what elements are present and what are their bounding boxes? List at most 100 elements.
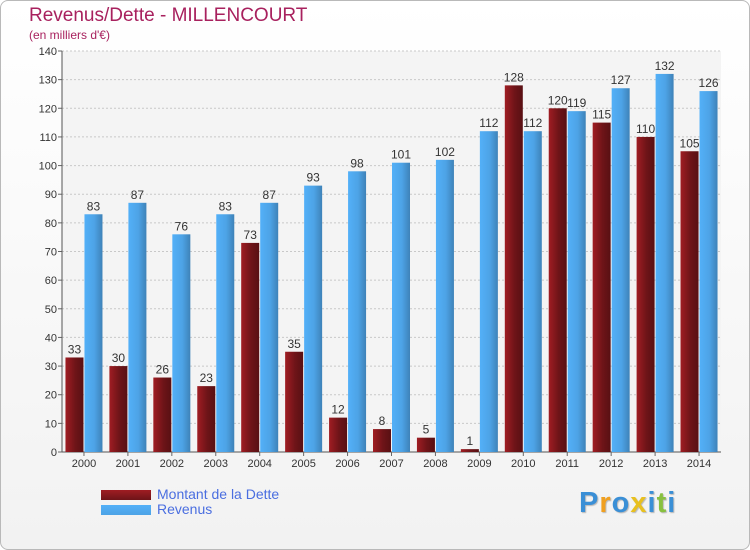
bar-revenue-2012 bbox=[611, 88, 630, 452]
bar-revenue-2002 bbox=[172, 234, 191, 452]
value-label-debt-2012: 115 bbox=[592, 108, 611, 122]
value-label-revenue-2008: 102 bbox=[435, 145, 455, 159]
logo-letter: o bbox=[611, 487, 631, 519]
logo-letter: x bbox=[630, 487, 648, 519]
y-tick-label: 20 bbox=[45, 390, 57, 402]
x-tick-label-2003: 2003 bbox=[204, 458, 228, 470]
value-label-debt-2004: 73 bbox=[244, 228, 258, 242]
bar-revenue-2011 bbox=[567, 111, 586, 453]
bar-revenue-2010 bbox=[523, 131, 542, 452]
value-label-revenue-2006: 98 bbox=[350, 156, 364, 170]
bar-revenue-2013 bbox=[655, 73, 674, 453]
value-label-revenue-2004: 87 bbox=[263, 188, 277, 202]
y-tick-label: 120 bbox=[39, 103, 57, 115]
x-tick-label-2002: 2002 bbox=[160, 458, 184, 470]
value-label-revenue-2002: 76 bbox=[175, 219, 189, 233]
bar-revenue-2004 bbox=[260, 202, 279, 452]
bar-debt-2012 bbox=[592, 122, 611, 452]
legend-swatch-revenue bbox=[101, 505, 151, 515]
x-tick-label-2012: 2012 bbox=[599, 458, 623, 470]
bar-debt-2007 bbox=[373, 429, 391, 452]
x-tick-label-2001: 2001 bbox=[116, 458, 140, 470]
y-tick-label: 0 bbox=[51, 447, 57, 459]
legend-label-debt: Montant de la Dette bbox=[157, 486, 280, 502]
x-tick-label-2000: 2000 bbox=[72, 458, 96, 470]
legend-swatch-debt bbox=[101, 490, 151, 500]
value-label-revenue-2010: 112 bbox=[523, 116, 542, 130]
x-tick-label-2014: 2014 bbox=[687, 458, 711, 470]
value-label-revenue-2001: 87 bbox=[131, 188, 145, 202]
bar-debt-2010 bbox=[504, 85, 523, 452]
x-tick-label-2013: 2013 bbox=[643, 458, 667, 470]
value-label-debt-2006: 12 bbox=[331, 403, 345, 417]
value-label-revenue-2014: 126 bbox=[699, 76, 719, 90]
y-tick-label: 40 bbox=[45, 332, 57, 344]
bar-debt-2002 bbox=[153, 377, 172, 452]
y-tick-label: 100 bbox=[39, 161, 57, 173]
y-tick-label: 110 bbox=[39, 132, 57, 144]
bar-revenue-2001 bbox=[128, 202, 147, 452]
x-tick-label-2008: 2008 bbox=[423, 458, 447, 470]
logo-letter: P bbox=[579, 487, 600, 519]
y-tick-label: 10 bbox=[45, 418, 57, 430]
bar-revenue-2009 bbox=[479, 131, 498, 452]
logo-letter: t bbox=[656, 487, 668, 519]
x-tick-label-2009: 2009 bbox=[467, 458, 491, 470]
value-label-debt-2003: 23 bbox=[200, 371, 214, 385]
value-label-debt-2007: 8 bbox=[379, 414, 386, 428]
bar-debt-2004 bbox=[241, 242, 260, 452]
proxiti-logo: Proxiti bbox=[579, 487, 676, 520]
x-tick-label-2007: 2007 bbox=[379, 458, 403, 470]
logo-letter: r bbox=[599, 487, 612, 519]
y-tick-label: 60 bbox=[45, 275, 57, 287]
value-label-revenue-2009: 112 bbox=[479, 116, 498, 130]
y-tick-label: 70 bbox=[45, 247, 57, 259]
bar-revenue-2006 bbox=[348, 171, 367, 453]
bar-debt-2006 bbox=[329, 417, 348, 452]
y-tick-label: 130 bbox=[39, 75, 57, 87]
value-label-revenue-2013: 132 bbox=[655, 59, 675, 73]
bar-debt-2003 bbox=[197, 386, 216, 452]
bar-revenue-2003 bbox=[216, 214, 235, 452]
y-tick-label: 50 bbox=[45, 304, 57, 316]
y-tick-label: 30 bbox=[45, 361, 57, 373]
value-label-debt-2001: 30 bbox=[112, 351, 126, 365]
value-label-revenue-2005: 93 bbox=[306, 171, 320, 185]
value-label-debt-2013: 110 bbox=[636, 122, 655, 136]
bar-debt-2011 bbox=[548, 108, 567, 453]
value-label-debt-2000: 33 bbox=[68, 342, 82, 356]
y-tick-label: 140 bbox=[39, 46, 57, 58]
value-label-revenue-2003: 83 bbox=[219, 199, 233, 213]
x-tick-label-2005: 2005 bbox=[291, 458, 315, 470]
value-label-debt-2011: 120 bbox=[548, 93, 568, 107]
value-label-debt-2008: 5 bbox=[423, 423, 430, 437]
bar-debt-2008 bbox=[416, 437, 435, 452]
x-tick-label-2011: 2011 bbox=[555, 458, 579, 470]
value-label-revenue-2012: 127 bbox=[611, 73, 631, 87]
bar-debt-2005 bbox=[285, 351, 304, 452]
bar-debt-2009 bbox=[460, 449, 479, 452]
bar-revenue-2000 bbox=[84, 214, 103, 452]
x-tick-label-2004: 2004 bbox=[247, 458, 271, 470]
logo-letter: i bbox=[667, 487, 677, 519]
logo-letter: i bbox=[647, 487, 657, 519]
bar-revenue-2008 bbox=[435, 159, 454, 453]
value-label-debt-2002: 26 bbox=[156, 363, 170, 377]
value-label-debt-2014: 105 bbox=[680, 136, 700, 150]
bar-debt-2000 bbox=[65, 357, 84, 452]
bar-revenue-2014 bbox=[699, 91, 718, 452]
value-label-revenue-2007: 101 bbox=[391, 148, 411, 162]
chart-title: Revenus/Dette - MILLENCOURT bbox=[29, 5, 308, 26]
x-tick-label-2006: 2006 bbox=[335, 458, 359, 470]
legend-label-revenue: Revenus bbox=[157, 501, 213, 517]
y-tick-label: 80 bbox=[45, 218, 57, 230]
value-label-revenue-2011: 119 bbox=[567, 96, 586, 110]
bar-debt-2001 bbox=[109, 366, 128, 452]
bar-revenue-2005 bbox=[304, 185, 323, 452]
value-label-debt-2010: 128 bbox=[504, 70, 524, 84]
bar-debt-2013 bbox=[636, 136, 655, 452]
value-label-revenue-2000: 83 bbox=[87, 199, 101, 213]
x-tick-label-2010: 2010 bbox=[511, 458, 535, 470]
value-label-debt-2005: 35 bbox=[287, 337, 301, 351]
